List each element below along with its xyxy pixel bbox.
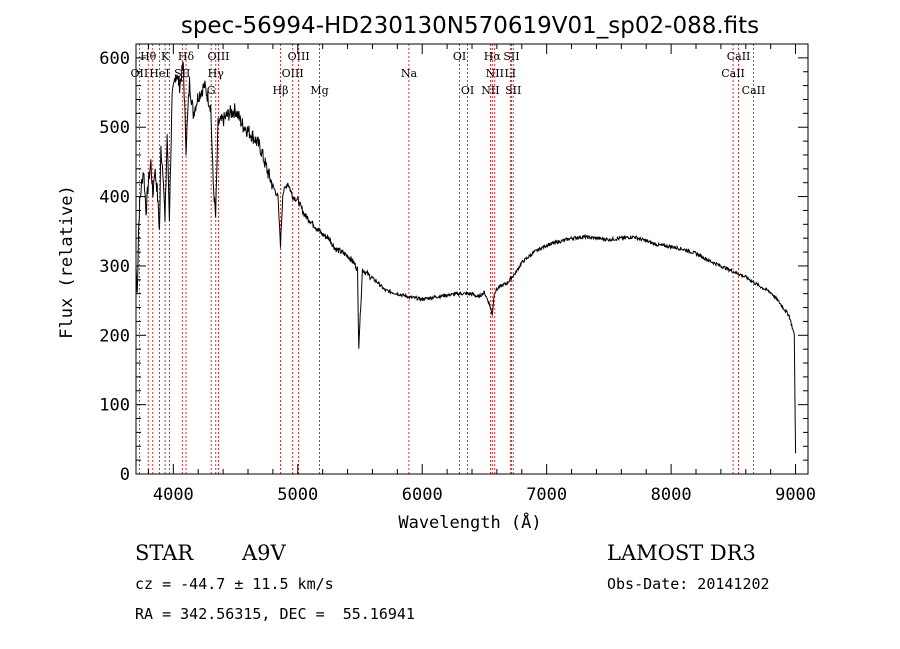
spectral-line-label: G <box>207 84 216 97</box>
spectral-line-label: SII <box>505 84 521 97</box>
x-axis-ticks: 4000 5000 6000 7000 8000 9000 <box>147 44 816 505</box>
y-tick-label: 300 <box>99 257 130 277</box>
spectral-line-label: HeI <box>149 67 169 80</box>
x-tick-label: 7000 <box>526 485 567 505</box>
x-tick-label: 9000 <box>775 485 816 505</box>
spectral-line-label: Hβ <box>273 84 289 97</box>
spectral-line-label: K <box>161 50 170 63</box>
x-axis-label: Wavelength (Å) <box>398 511 541 533</box>
chart-title: spec-56994-HD230130N570619V01_sp02-088.f… <box>181 13 759 39</box>
redshift-text: cz = -44.7 ± 11.5 km/s <box>135 575 334 593</box>
y-axis-label: Flux (relative) <box>57 185 77 339</box>
x-tick-label: 8000 <box>651 485 692 505</box>
x-tick-label: 6000 <box>402 485 443 505</box>
y-tick-label: 600 <box>99 49 130 69</box>
y-tick-label: 0 <box>120 465 130 485</box>
spectral-line-label: Hδ <box>178 50 195 63</box>
obs-date-text: Obs-Date: 20141202 <box>607 575 770 593</box>
y-axis-ticks: 0 100 200 300 400 500 600 <box>99 49 808 485</box>
spectrum-series <box>135 61 797 454</box>
spectral-line-label: Mg <box>310 84 328 97</box>
survey-name: LAMOST DR3 <box>607 541 756 565</box>
spectral-line-label: CaII <box>727 50 751 63</box>
spectrum-line <box>135 61 797 454</box>
object-class: STAR <box>135 541 194 565</box>
spectral-line-label: Hθ <box>140 50 157 63</box>
spectral-line-label: OII <box>131 67 149 80</box>
spectral-line-label: LI <box>505 67 517 80</box>
object-subclass: A9V <box>241 541 287 565</box>
spectral-line-label: Na <box>401 67 418 80</box>
y-tick-label: 500 <box>99 118 130 138</box>
spectral-line-label: CaII <box>721 67 745 80</box>
y-tick-label: 400 <box>99 188 130 208</box>
spectral-line-label: CaII <box>742 84 766 97</box>
spectral-line-label: SII <box>503 50 519 63</box>
spectral-marker-lines <box>138 44 754 474</box>
x-tick-label: 5000 <box>277 485 318 505</box>
spectral-line-label: NII <box>481 84 499 97</box>
spectral-line-labels: Hθ K Hδ OII HeI SII OIII Hγ G OIII OIII Hβ Mg Na OI OI H… <box>131 50 766 97</box>
spectral-line-label: OIII <box>288 50 310 63</box>
y-tick-label: 200 <box>99 326 130 346</box>
spectral-line-label: OI <box>461 84 474 97</box>
y-tick-label: 100 <box>99 396 130 416</box>
spectral-line-label: NII <box>486 67 504 80</box>
spectral-line-label: Hγ <box>208 67 225 80</box>
spectral-line-label: OIII <box>282 67 304 80</box>
spectral-line-label: OI <box>453 50 466 63</box>
coordinates-text: RA = 342.56315, DEC = 55.16941 <box>135 605 415 623</box>
spectral-line-label: OIII <box>207 50 229 63</box>
spectral-line-label: Hα <box>484 50 502 63</box>
x-tick-label: 4000 <box>153 485 194 505</box>
